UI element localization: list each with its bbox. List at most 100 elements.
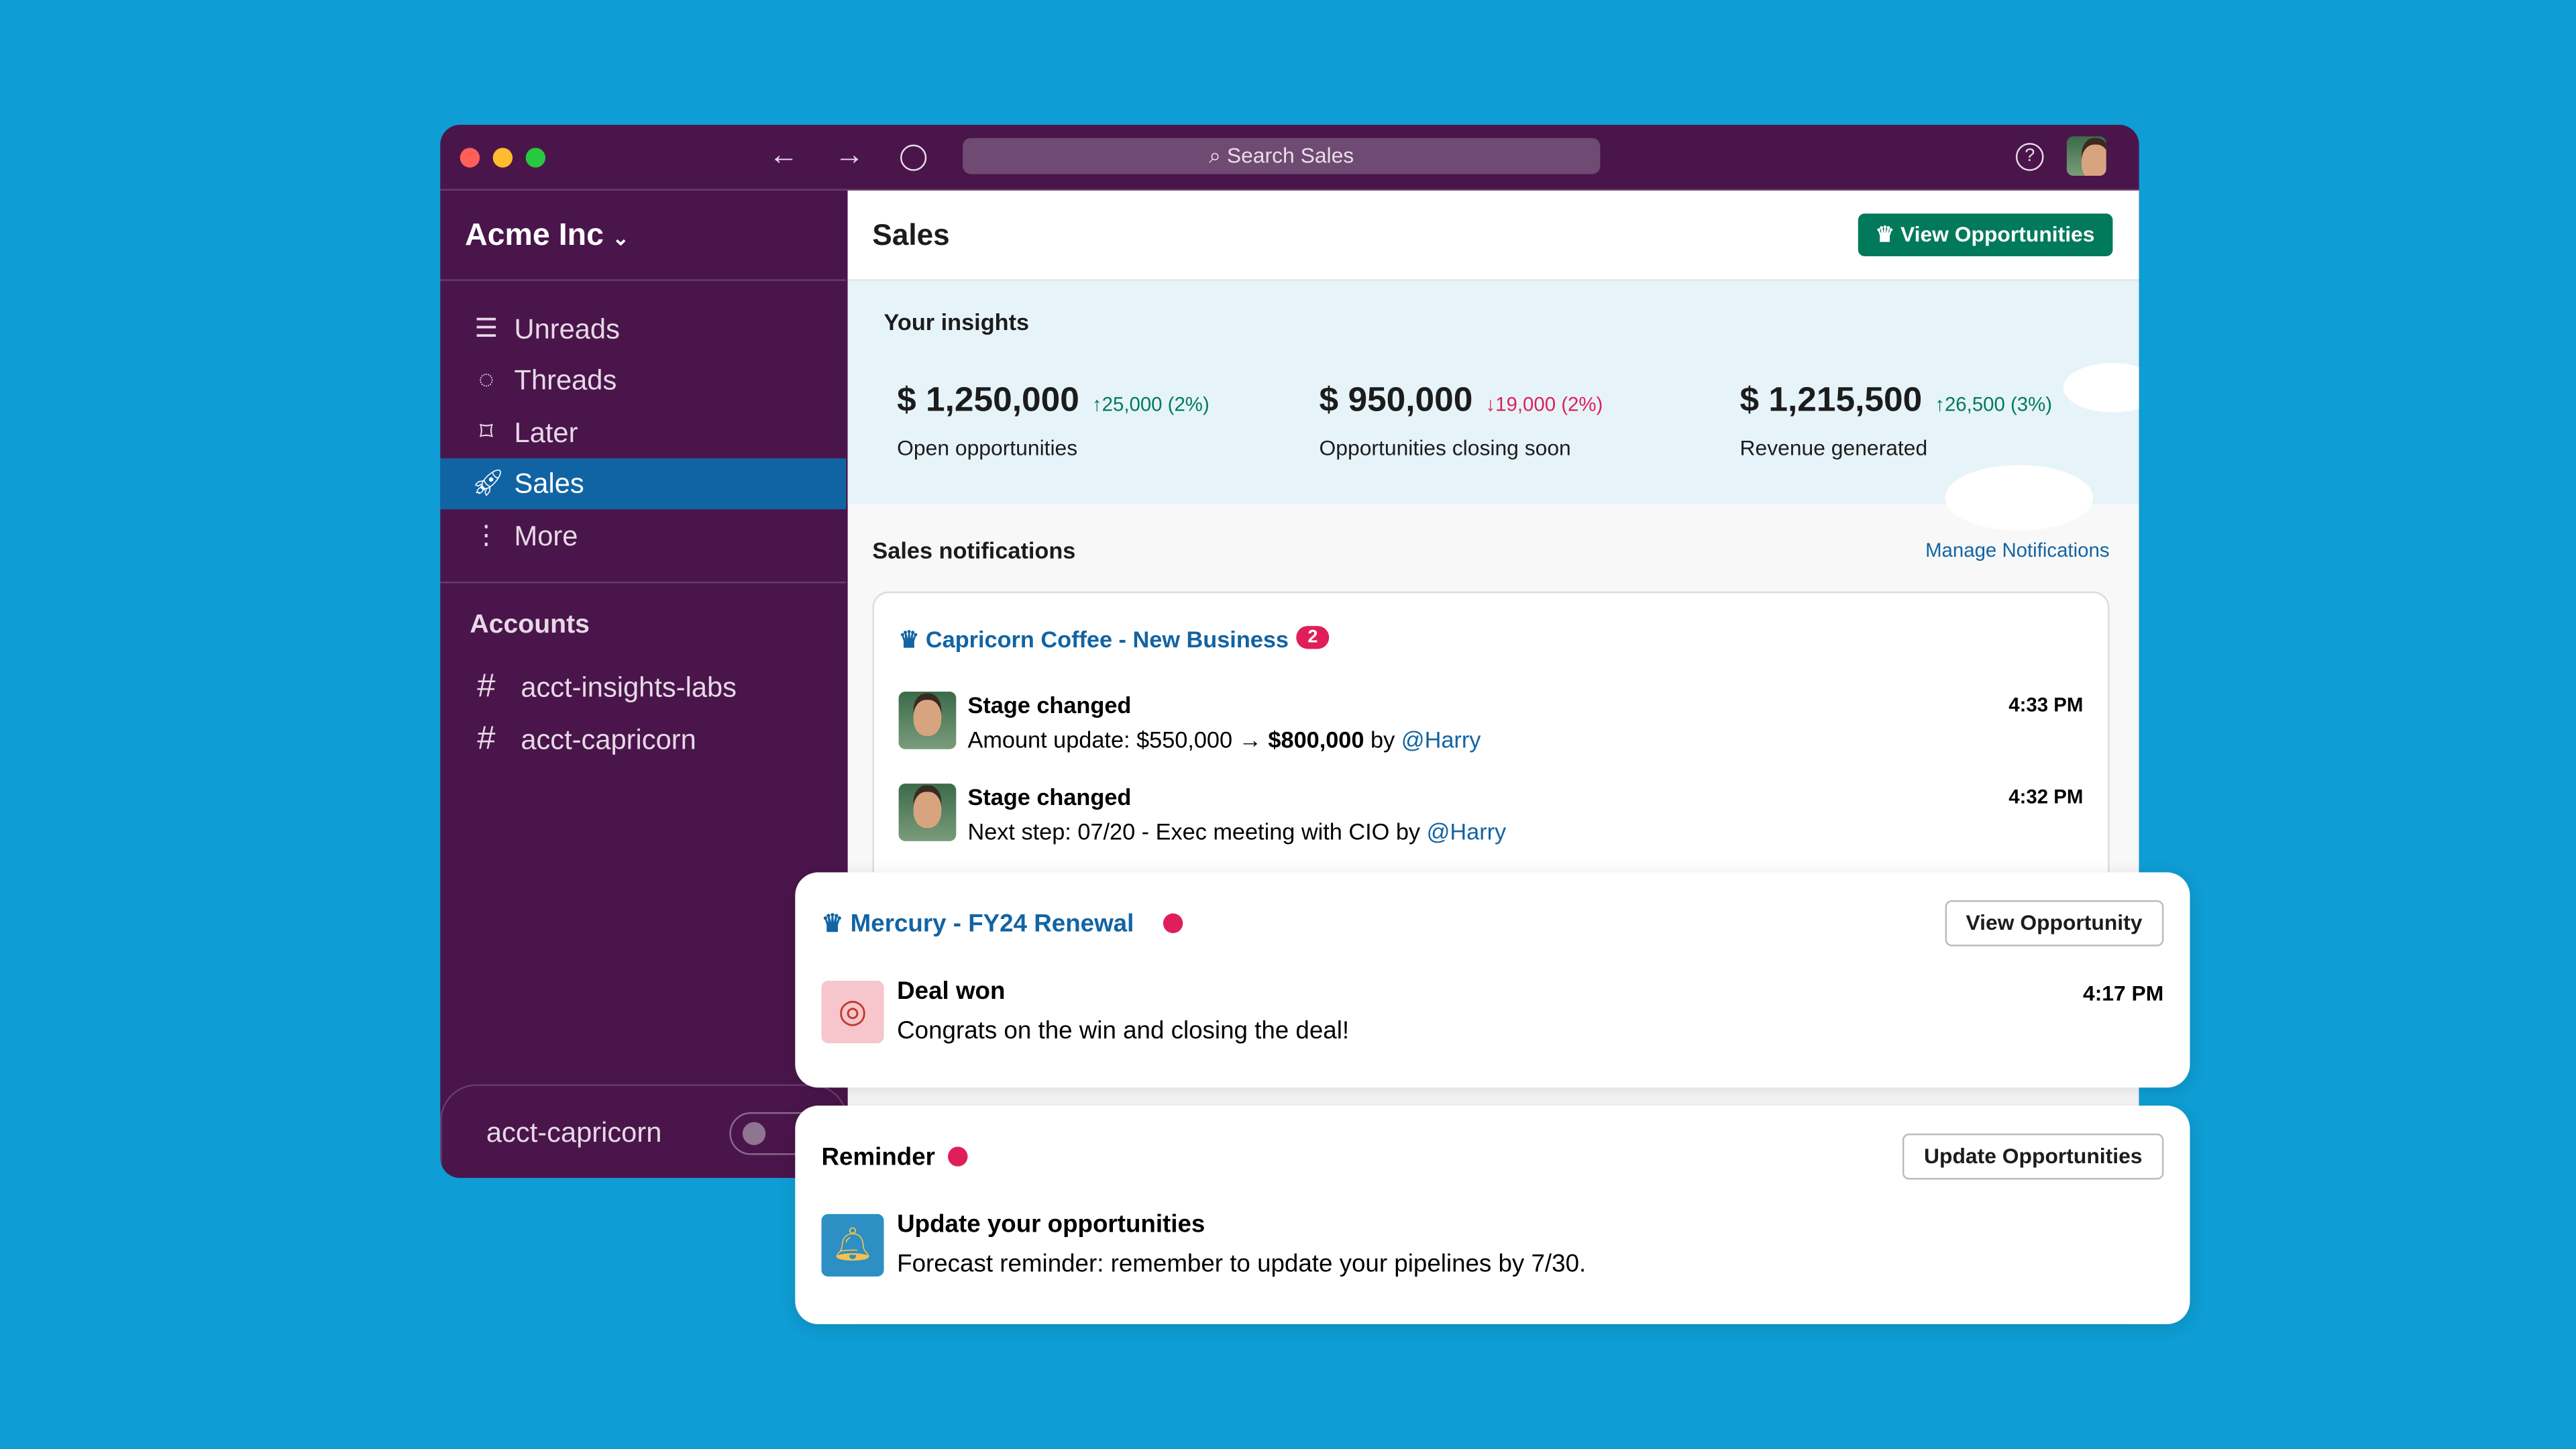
view-opportunities-button[interactable]: ♛ View Opportunities — [1857, 213, 2113, 257]
sidebar-item-sales[interactable]: 🚀︎ Sales — [440, 458, 847, 510]
rocket-icon: 🚀︎ — [471, 470, 505, 498]
target-icon: ◎ — [821, 981, 884, 1044]
toggle-knob — [742, 1122, 766, 1145]
sidebar: Acme Inc ⌄ ☰ Unreads ◌ Threads ⌑ Later 🚀︎ Sa… — [440, 191, 848, 1178]
workspace-switcher[interactable]: Acme Inc ⌄ — [465, 219, 629, 255]
metric-value: $ 1,215,500 — [1739, 381, 1923, 419]
arrow-up-icon: ↑ — [1929, 392, 1945, 416]
arrow-up-icon: ↑ — [1086, 392, 1102, 416]
deal-title-link[interactable]: ♛ Mercury - FY24 Renewal — [822, 908, 1134, 938]
sidebar-item-label: Sales — [514, 468, 584, 500]
entry-time: 4:33 PM — [2008, 693, 2084, 716]
mention-link[interactable]: @Harry — [1426, 818, 1507, 845]
list-icon: ☰ — [474, 315, 498, 343]
reminder-text: Forecast reminder: remember to update yo… — [897, 1250, 1587, 1279]
sidebar-item-label: Threads — [514, 364, 617, 396]
deal-text: Congrats on the win and closing the deal… — [897, 1016, 1350, 1045]
sidebar-item-threads[interactable]: ◌ Threads — [440, 355, 846, 406]
insights-panel: Your insights $ 1,250,000 ↑25,000 (2%) O… — [847, 280, 2139, 531]
huddle-bar[interactable]: acct-capricorn — [440, 1084, 848, 1178]
view-opportunity-button[interactable]: View Opportunity — [1944, 900, 2164, 947]
sidebar-item-more[interactable]: ⋮ More — [440, 511, 846, 562]
metric-value: $ 1,250,000 — [897, 381, 1079, 419]
deal-won-popup: ♛ Mercury - FY24 Renewal View Opportunit… — [795, 872, 2190, 1088]
back-arrow-icon[interactable]: ← — [769, 138, 799, 171]
metric-closing-soon: $ 950,000 ↓19,000 (2%) Opportunities clo… — [1320, 381, 1603, 460]
deal-time: 4:17 PM — [2082, 981, 2164, 1006]
cloud-decoration — [1945, 465, 2094, 531]
insights-title: Your insights — [883, 309, 1030, 335]
sidebar-item-unreads[interactable]: ☰ Unreads — [440, 304, 846, 355]
text: by — [1364, 726, 1401, 753]
metric-label: Opportunities closing soon — [1319, 435, 1571, 460]
user-avatar[interactable] — [2066, 136, 2106, 176]
bell-icon: 🔔︎ — [821, 1214, 884, 1277]
more-vertical-icon: ⋮ — [473, 522, 500, 551]
sidebar-item-label: Unreads — [514, 313, 620, 345]
avatar — [898, 784, 957, 841]
cloud-decoration — [2063, 363, 2139, 413]
metric-delta: 25,000 (2%) — [1102, 392, 1210, 416]
entry-text: Amount update: $550,000 → $800,000 by @H… — [967, 726, 1481, 752]
unread-dot — [948, 1146, 968, 1167]
page-title: Sales — [872, 218, 950, 252]
entry-heading: Stage changed — [967, 784, 1132, 810]
section-accounts[interactable]: Accounts — [470, 611, 590, 639]
update-opportunities-button[interactable]: Update Opportunities — [1902, 1133, 2164, 1180]
entry-text: Next step: 07/20 - Exec meeting with CIO… — [967, 818, 1506, 845]
reminder-title: Reminder — [821, 1143, 935, 1172]
channel-name: acct-insights-labs — [521, 672, 737, 704]
reminder-popup: Reminder Update Opportunities 🔔︎ Update … — [795, 1106, 2190, 1324]
crown-icon: ♛ — [1875, 221, 1900, 247]
manage-notifications-link[interactable]: Manage Notifications — [1925, 539, 2110, 562]
forward-arrow-icon[interactable]: → — [835, 138, 865, 171]
minimize-window-button[interactable] — [492, 148, 513, 168]
text: Next step: 07/20 - Exec meeting with CIO… — [967, 818, 1427, 845]
history-clock-icon[interactable] — [900, 144, 927, 171]
crown-icon: ♛ — [821, 910, 851, 938]
entry-time: 4:32 PM — [2008, 785, 2084, 808]
metric-open-opportunities: $ 1,250,000 ↑25,000 (2%) Open opportunit… — [897, 381, 1210, 460]
text: Amount update: $550,000 → — [967, 726, 1269, 753]
metric-revenue: $ 1,215,500 ↑26,500 (3%) Revenue generat… — [1739, 381, 2052, 460]
deal-title: Mercury - FY24 Renewal — [850, 910, 1134, 938]
divider — [440, 581, 847, 584]
channel-acct-capricorn[interactable]: # acct-capricorn — [440, 714, 846, 765]
title-bar: ← → ⌕ Search Sales ? — [440, 125, 2139, 191]
metric-delta: 26,500 (3%) — [1944, 392, 2053, 416]
chevron-down-icon: ⌄ — [612, 226, 629, 250]
avatar — [898, 692, 957, 749]
metric-label: Revenue generated — [1739, 435, 1928, 460]
search-input[interactable]: ⌕ Search Sales — [963, 138, 1601, 174]
unread-badge: 2 — [1296, 626, 1330, 649]
card-title-link[interactable]: ♛ Capricorn Coffee - New Business — [899, 626, 1289, 654]
channel-name: acct-capricorn — [521, 724, 696, 756]
help-icon[interactable]: ? — [2015, 143, 2044, 171]
huddle-channel-name: acct-capricorn — [486, 1117, 662, 1148]
threads-icon: ◌ — [478, 366, 494, 394]
channel-acct-insights-labs[interactable]: # acct-insights-labs — [440, 662, 846, 713]
metric-label: Open opportunities — [897, 435, 1078, 460]
workspace-name: Acme Inc — [465, 218, 604, 254]
search-icon: ⌕ — [1209, 143, 1227, 168]
unread-dot — [1163, 913, 1183, 934]
mention-link[interactable]: @Harry — [1401, 726, 1481, 753]
metric-value: $ 950,000 — [1319, 381, 1473, 419]
sidebar-item-label: Later — [514, 417, 578, 449]
card-title: Capricorn Coffee - New Business — [925, 626, 1289, 653]
close-window-button[interactable] — [460, 148, 480, 168]
notification-card: ♛ Capricorn Coffee - New Business 2 Stag… — [872, 591, 2110, 924]
maximize-window-button[interactable] — [525, 148, 546, 168]
search-placeholder: Search Sales — [1226, 143, 1354, 168]
hash-icon: # — [477, 668, 496, 705]
sidebar-item-later[interactable]: ⌑ Later — [440, 407, 846, 458]
deal-heading: Deal won — [897, 977, 1006, 1006]
button-label: View Opportunities — [1900, 221, 2095, 247]
amount: $800,000 — [1268, 726, 1364, 753]
hash-icon: # — [477, 721, 496, 757]
sidebar-item-label: More — [514, 521, 578, 552]
bookmark-icon: ⌑ — [479, 419, 493, 447]
reminder-heading: Update your opportunities — [897, 1210, 1205, 1239]
crown-icon: ♛ — [898, 626, 926, 653]
metric-delta: 19,000 (2%) — [1495, 392, 1603, 416]
